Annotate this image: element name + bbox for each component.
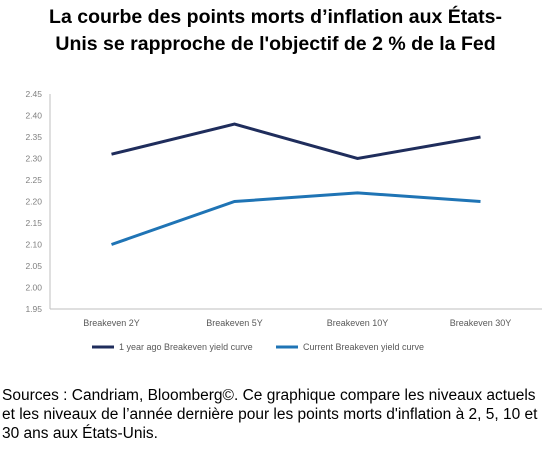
x-tick-label: Breakeven 2Y xyxy=(83,318,140,328)
x-tick-label: Breakeven 5Y xyxy=(206,318,263,328)
chart-title-line-1: La courbe des points morts d’inflation a… xyxy=(49,6,502,28)
series-line-1 xyxy=(111,122,481,161)
x-tick-label: Breakeven 10Y xyxy=(327,318,389,328)
y-tick-label: 2.30 xyxy=(25,154,42,164)
y-tick-label: 2.10 xyxy=(25,240,42,250)
y-tick-label: 1.95 xyxy=(25,304,42,314)
y-tick-label: 2.25 xyxy=(25,175,42,185)
y-tick-label: 2.35 xyxy=(25,132,42,142)
y-tick-label: 2.15 xyxy=(25,218,42,228)
source-note: Sources : Candriam, Bloomberg©. Ce graph… xyxy=(2,387,538,442)
y-tick-label: 2.00 xyxy=(25,283,42,293)
line-chart: 1.95 2.00 2.05 2.10 2.15 2.20 2.25 2.30 2.35 2.40… xyxy=(25,89,542,352)
y-tick-label: 2.40 xyxy=(25,111,42,121)
chart-title-line-2: Unis se rapproche de l'objectif de 2 % d… xyxy=(55,33,496,55)
legend-label-2: Current Breakeven yield curve xyxy=(303,342,424,352)
y-tick-label: 2.45 xyxy=(25,89,42,99)
series-line-2 xyxy=(111,191,481,246)
legend-label-1: 1 year ago Breakeven yield curve xyxy=(119,342,253,352)
chart-title: La courbe des points morts d’inflation a… xyxy=(0,4,551,58)
y-tick-label: 2.20 xyxy=(25,197,42,207)
x-tick-label: Breakeven 30Y xyxy=(450,318,512,328)
y-tick-label: 2.05 xyxy=(25,261,42,271)
